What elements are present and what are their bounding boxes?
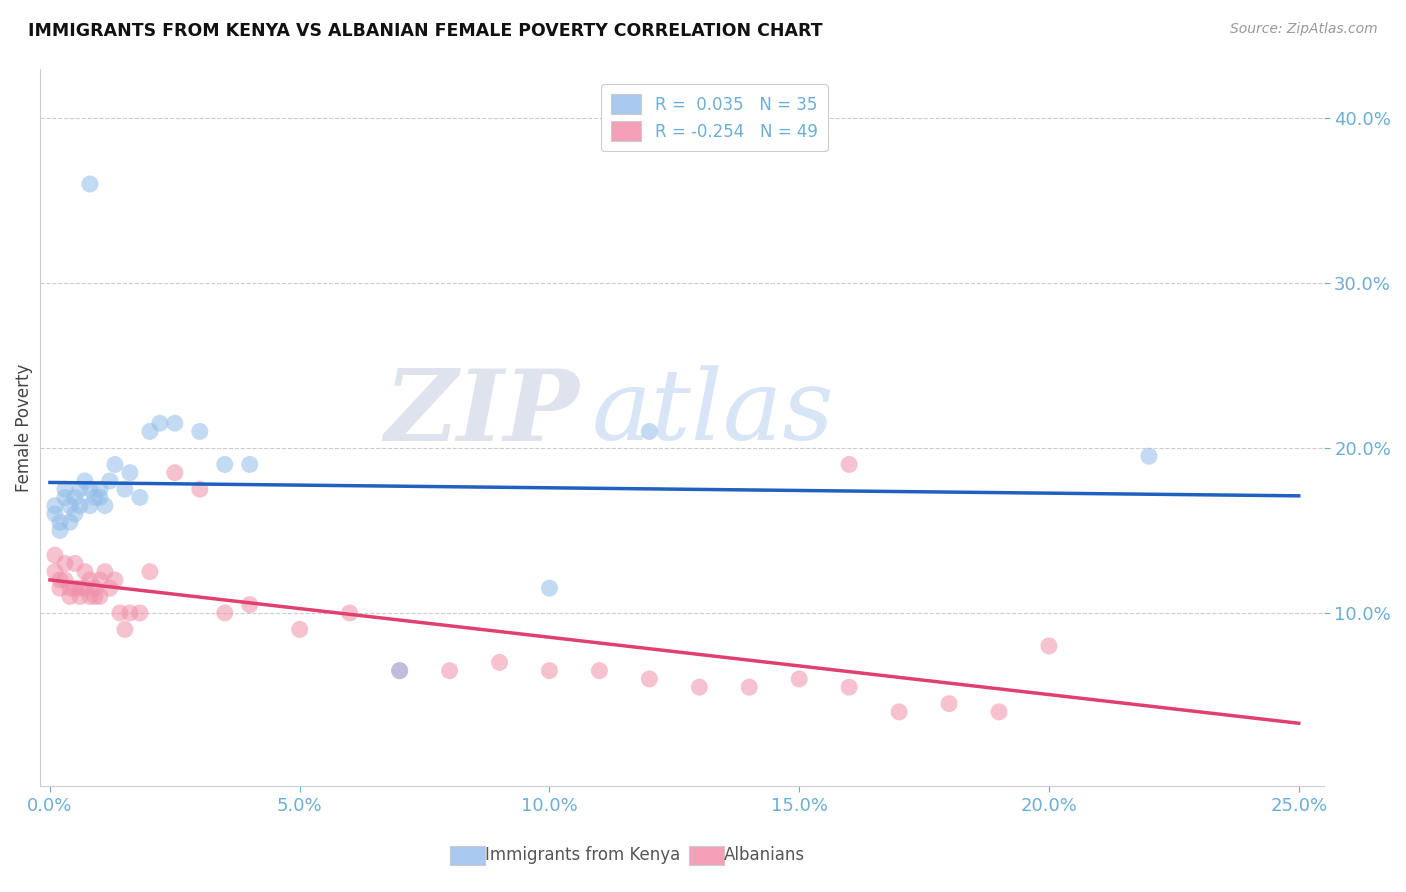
Point <box>89 491 111 505</box>
Point <box>188 425 211 439</box>
Point <box>118 606 141 620</box>
Point <box>787 672 810 686</box>
Point <box>84 581 107 595</box>
Point <box>89 482 111 496</box>
Point <box>339 606 361 620</box>
Point <box>214 606 236 620</box>
Point <box>104 573 127 587</box>
Text: Albanians: Albanians <box>724 847 806 864</box>
Point <box>118 466 141 480</box>
Point <box>44 499 66 513</box>
Point <box>149 416 172 430</box>
Point <box>838 458 860 472</box>
Point <box>59 499 82 513</box>
Point <box>94 499 117 513</box>
Point <box>188 482 211 496</box>
Point <box>84 491 107 505</box>
Point <box>688 680 710 694</box>
Point <box>79 177 101 191</box>
Point <box>988 705 1011 719</box>
Point <box>53 573 76 587</box>
Point <box>388 664 411 678</box>
Text: Source: ZipAtlas.com: Source: ZipAtlas.com <box>1230 22 1378 37</box>
Point <box>108 606 131 620</box>
Point <box>538 581 561 595</box>
Point <box>49 581 72 595</box>
Point <box>44 565 66 579</box>
Point <box>69 581 91 595</box>
Text: ZIP: ZIP <box>384 365 579 461</box>
Point <box>638 425 661 439</box>
Point <box>388 664 411 678</box>
Point <box>98 474 121 488</box>
Point <box>79 499 101 513</box>
Point <box>59 590 82 604</box>
Point <box>89 573 111 587</box>
Point <box>79 482 101 496</box>
Point <box>938 697 960 711</box>
Point <box>49 573 72 587</box>
Point <box>53 491 76 505</box>
Point <box>94 565 117 579</box>
Point <box>214 458 236 472</box>
Point <box>114 623 136 637</box>
Point <box>139 565 162 579</box>
Point <box>63 557 86 571</box>
Point <box>73 581 96 595</box>
Point <box>104 458 127 472</box>
Point <box>439 664 461 678</box>
Point <box>239 598 262 612</box>
Point <box>738 680 761 694</box>
Point <box>638 672 661 686</box>
Point <box>163 416 186 430</box>
Point <box>79 590 101 604</box>
Point <box>44 507 66 521</box>
Point <box>73 474 96 488</box>
Point <box>288 623 311 637</box>
Point <box>98 581 121 595</box>
Point <box>588 664 610 678</box>
Point <box>1137 449 1160 463</box>
Text: atlas: atlas <box>592 366 835 460</box>
Point <box>69 590 91 604</box>
Point <box>63 491 86 505</box>
Point <box>488 656 510 670</box>
Point <box>59 515 82 529</box>
Point <box>128 606 150 620</box>
Point <box>139 425 162 439</box>
Legend: R =  0.035   N = 35, R = -0.254   N = 49: R = 0.035 N = 35, R = -0.254 N = 49 <box>602 84 828 152</box>
Point <box>53 482 76 496</box>
Point <box>79 573 101 587</box>
Point <box>114 482 136 496</box>
Point <box>53 557 76 571</box>
Point <box>49 524 72 538</box>
Point <box>73 565 96 579</box>
Text: IMMIGRANTS FROM KENYA VS ALBANIAN FEMALE POVERTY CORRELATION CHART: IMMIGRANTS FROM KENYA VS ALBANIAN FEMALE… <box>28 22 823 40</box>
Point <box>49 515 72 529</box>
Point <box>1038 639 1060 653</box>
Point <box>89 590 111 604</box>
Point <box>84 590 107 604</box>
Point <box>44 548 66 562</box>
Point <box>838 680 860 694</box>
Point <box>69 482 91 496</box>
Point <box>887 705 910 719</box>
Point <box>63 581 86 595</box>
Point <box>128 491 150 505</box>
Y-axis label: Female Poverty: Female Poverty <box>15 363 32 491</box>
Point <box>63 507 86 521</box>
Point <box>59 581 82 595</box>
Point <box>239 458 262 472</box>
Point <box>538 664 561 678</box>
Text: Immigrants from Kenya: Immigrants from Kenya <box>485 847 681 864</box>
Point <box>69 499 91 513</box>
Point <box>163 466 186 480</box>
